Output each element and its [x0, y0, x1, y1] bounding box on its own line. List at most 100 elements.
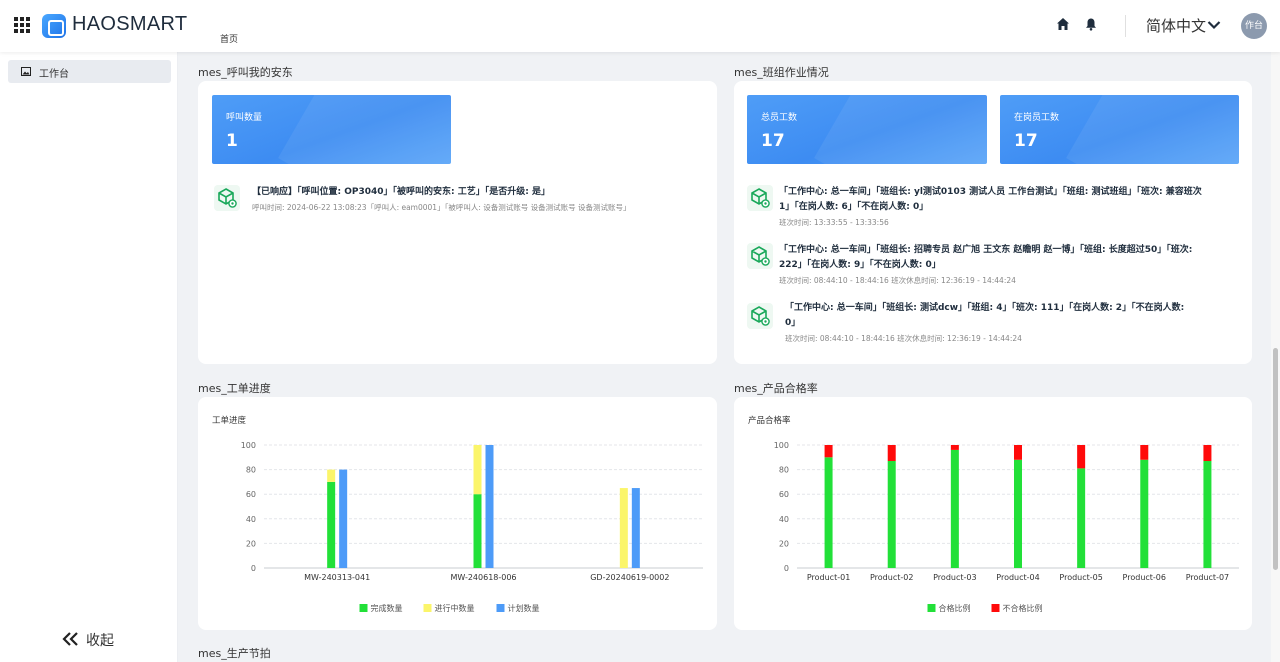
entry-sub-text: 班次时间: 08:44:10 - 18:44:16 班次休息时间: 12:36:…	[779, 276, 1016, 285]
andon-entry[interactable]: 【已响应】「呼叫位置: OP3040」「被呼叫的安东: 工艺」「是否升级: 是」…	[214, 185, 704, 217]
bar-in-progress	[327, 469, 336, 482]
stat-label: 总员工数	[761, 113, 798, 123]
sidebar: 工作台 收起	[0, 52, 178, 662]
bar-qualified	[887, 460, 896, 568]
on-duty-stat-card: 在岗员工数 17	[1000, 95, 1239, 164]
chart-title: 产品合格率	[748, 416, 791, 426]
total-staff-stat-card: 总员工数 17	[747, 95, 987, 164]
stat-label: 呼叫数量	[226, 113, 263, 123]
chevron-down-icon[interactable]	[1206, 17, 1222, 33]
y-tick-label: 20	[779, 539, 789, 548]
entry-main-text-line2: 0」	[785, 318, 801, 328]
bar-qualified	[950, 449, 959, 568]
section-title-takt: mes_生产节拍	[198, 647, 271, 660]
collapse-label: 收起	[86, 633, 114, 649]
bell-icon[interactable]	[1085, 17, 1097, 31]
cube-icon	[747, 185, 773, 211]
bar-qualified	[1014, 459, 1022, 568]
legend-swatch	[991, 604, 1000, 612]
bar-unqualified	[887, 445, 896, 461]
y-tick-label: 0	[251, 564, 256, 573]
bar-unqualified	[1203, 445, 1212, 461]
y-tick-label: 100	[774, 441, 789, 450]
y-tick-label: 100	[241, 441, 256, 450]
cube-icon	[747, 303, 773, 329]
workorder-card: 工单进度 0 20 40 60 80 100 MW-240313-041 MW-240618-…	[198, 397, 717, 630]
bar-qualified	[824, 457, 833, 568]
team-entry[interactable]: 「工作中心: 总一车间」「班组长: yl测试0103 测试人员 工作台测试」「班…	[747, 185, 1242, 231]
bar-planned	[631, 488, 640, 568]
quality-card: 产品合格率 0 20 40 60 80 100 Product-01 Product-02 Pr…	[734, 397, 1252, 630]
x-tick-label: Product-02	[870, 573, 913, 582]
bar-unqualified	[1014, 445, 1022, 460]
page-scrollbar[interactable]	[1271, 52, 1280, 662]
legend-label: 进行中数量	[435, 603, 475, 613]
collapse-button[interactable]: 收起	[62, 628, 142, 650]
x-tick-label: Product-01	[807, 573, 850, 582]
stat-value: 17	[761, 131, 785, 151]
logo-icon	[42, 14, 66, 38]
y-tick-label: 60	[779, 490, 789, 499]
x-tick-label: Product-07	[1186, 573, 1229, 582]
legend-swatch	[423, 604, 432, 612]
entry-main-text-line2: 1」「在岗人数: 6」「不在岗人数: 0」	[779, 202, 929, 212]
bar-planned	[485, 445, 494, 568]
bar-qualified	[1077, 468, 1086, 568]
language-selector[interactable]: 简体中文	[1146, 17, 1207, 35]
entry-sub-text: 班次时间: 08:44:10 - 18:44:16 班次休息时间: 12:36:…	[785, 334, 1022, 343]
y-tick-label: 80	[779, 466, 789, 475]
section-title-andon: mes_呼叫我的安东	[198, 66, 293, 79]
x-tick-label: Product-06	[1123, 573, 1166, 582]
team-entry[interactable]: 「工作中心: 总一车间」「班组长: 招聘专员 赵广旭 王文东 赵瞻明 赵一博」「…	[747, 243, 1242, 289]
chart-title: 工单进度	[212, 416, 247, 426]
entry-main-text: 【已响应】「呼叫位置: OP3040」「被呼叫的安东: 工艺」「是否升级: 是」	[252, 187, 550, 197]
header-divider	[1125, 15, 1126, 37]
legend-label: 不合格比例	[1003, 603, 1043, 613]
entry-main-text-line1: 「工作中心: 总一车间」「班组长: yl测试0103 测试人员 工作台测试」「班…	[779, 187, 1202, 197]
cube-icon	[214, 185, 240, 211]
bar-planned	[339, 469, 348, 568]
home-icon[interactable]	[1056, 17, 1070, 31]
legend-label: 完成数量	[371, 603, 403, 613]
x-tick-label: MW-240618-006	[450, 573, 516, 582]
double-chevron-left-icon	[62, 632, 78, 646]
legend-swatch	[359, 604, 368, 612]
entry-sub-text: 呼叫时间: 2024-06-22 13:08:23「呼叫人: eam0001」「…	[252, 203, 631, 212]
section-title-quality: mes_产品合格率	[734, 382, 818, 395]
scrollbar-thumb[interactable]	[1273, 348, 1278, 570]
y-tick-label: 60	[246, 490, 256, 499]
section-title-team: mes_班组作业情况	[734, 66, 829, 79]
breadcrumb-home[interactable]: 首页	[220, 35, 239, 45]
stat-value: 1	[226, 131, 238, 151]
entry-main-text-line1: 「工作中心: 总一车间」「班组长: 招聘专员 赵广旭 王文东 赵瞻明 赵一博」「…	[779, 245, 1193, 255]
cube-icon	[747, 243, 773, 269]
stat-label: 在岗员工数	[1014, 113, 1060, 123]
section-title-workorder: mes_工单进度	[198, 382, 271, 395]
image-icon	[21, 67, 31, 76]
bar-unqualified	[824, 445, 833, 458]
bar-completed	[473, 494, 482, 568]
x-tick-label: GD-20240619-0002	[590, 573, 669, 582]
product-quality-chart: 0 20 40 60 80 100 Product-01 Product-02 Product-…	[774, 441, 1239, 613]
sidebar-item-workbench[interactable]: 工作台	[8, 60, 171, 83]
andon-stat-card: 呼叫数量 1	[212, 95, 451, 164]
apps-grid-icon[interactable]	[14, 17, 30, 33]
team-card: 总员工数 17 在岗员工数 17 「工作中心: 总一车间」「班组长: yl测试0…	[734, 81, 1252, 364]
y-tick-label: 40	[246, 515, 256, 524]
bar-unqualified	[1140, 445, 1149, 460]
x-tick-label: Product-05	[1059, 573, 1102, 582]
bar-unqualified	[950, 445, 959, 450]
y-tick-label: 80	[246, 466, 256, 475]
bar-completed	[327, 481, 336, 568]
bar-qualified	[1203, 460, 1212, 568]
y-tick-label: 0	[784, 564, 789, 573]
legend-label: 合格比例	[939, 603, 971, 613]
entry-main-text-line1: 「工作中心: 总一车间」「班组长: 测试dcw」「班组: 4」「班次: 111」…	[785, 303, 1185, 313]
avatar[interactable]: 作台	[1241, 13, 1267, 39]
bar-qualified	[1140, 459, 1149, 568]
team-entry[interactable]: 「工作中心: 总一车间」「班组长: 测试dcw」「班组: 4」「班次: 111」…	[747, 301, 1242, 347]
andon-card: 呼叫数量 1 【已响应】「呼叫位置: OP3040」「被呼叫的安东: 工艺」「是…	[198, 81, 717, 364]
y-tick-label: 20	[246, 539, 256, 548]
x-tick-label: Product-04	[996, 573, 1039, 582]
entry-sub-text: 班次时间: 13:33:55 - 13:33:56	[779, 218, 889, 227]
